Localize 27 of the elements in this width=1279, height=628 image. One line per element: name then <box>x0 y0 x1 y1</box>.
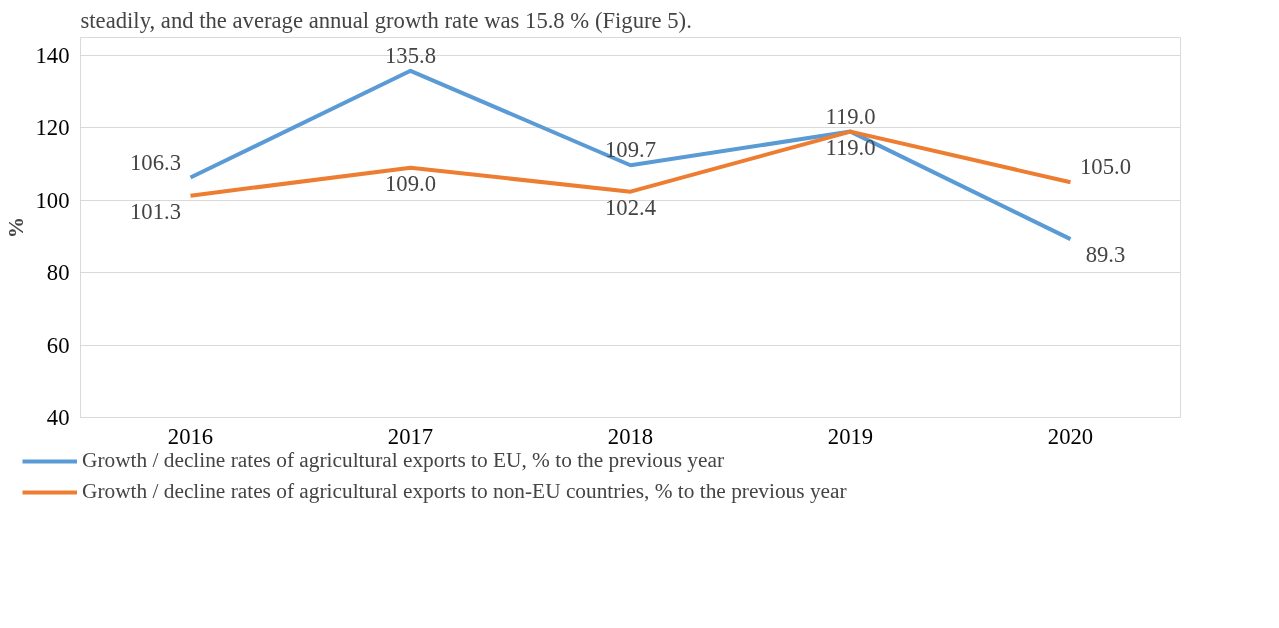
y-axis-title: % <box>3 216 28 239</box>
x-tick-label: 2017 <box>387 423 434 449</box>
text: steadily, and the average annual growth rate was 15.8 % (Figure 5). <box>80 7 692 33</box>
y-tick-label: 60 <box>46 332 70 358</box>
data-label: 106.3 <box>130 149 181 175</box>
line-series <box>188 129 1073 198</box>
y-tick-label: 140 <box>35 43 70 69</box>
data-label: 135.8 <box>385 42 436 68</box>
x-tick-label: 2020 <box>1047 423 1094 449</box>
data-label: 105.0 <box>1080 154 1131 180</box>
data-label: 89.3 <box>1085 242 1126 268</box>
y-tick-label: 80 <box>46 260 70 286</box>
data-label: 109.0 <box>385 170 436 196</box>
line-series <box>188 68 1073 242</box>
legend-label: Growth / decline rates of agricultural exports to non-EU countries, % to the previous year <box>82 479 847 504</box>
y-tick-label: 120 <box>35 115 70 141</box>
x-tick-label: 2018 <box>607 423 654 449</box>
x-tick-label: 2019 <box>827 423 874 449</box>
data-label: 119.0 <box>825 134 876 160</box>
x-tick-label: 2016 <box>167 423 214 449</box>
data-label: 102.4 <box>605 194 656 220</box>
data-label: 109.7 <box>605 137 656 163</box>
data-label: 101.3 <box>130 198 181 224</box>
y-tick-label: 100 <box>35 187 70 213</box>
y-tick-label: 40 <box>46 405 70 430</box>
legend-label: Growth / decline rates of agricultural exports to EU, % to the previous year <box>82 448 725 473</box>
data-label: 119.0 <box>825 103 876 129</box>
